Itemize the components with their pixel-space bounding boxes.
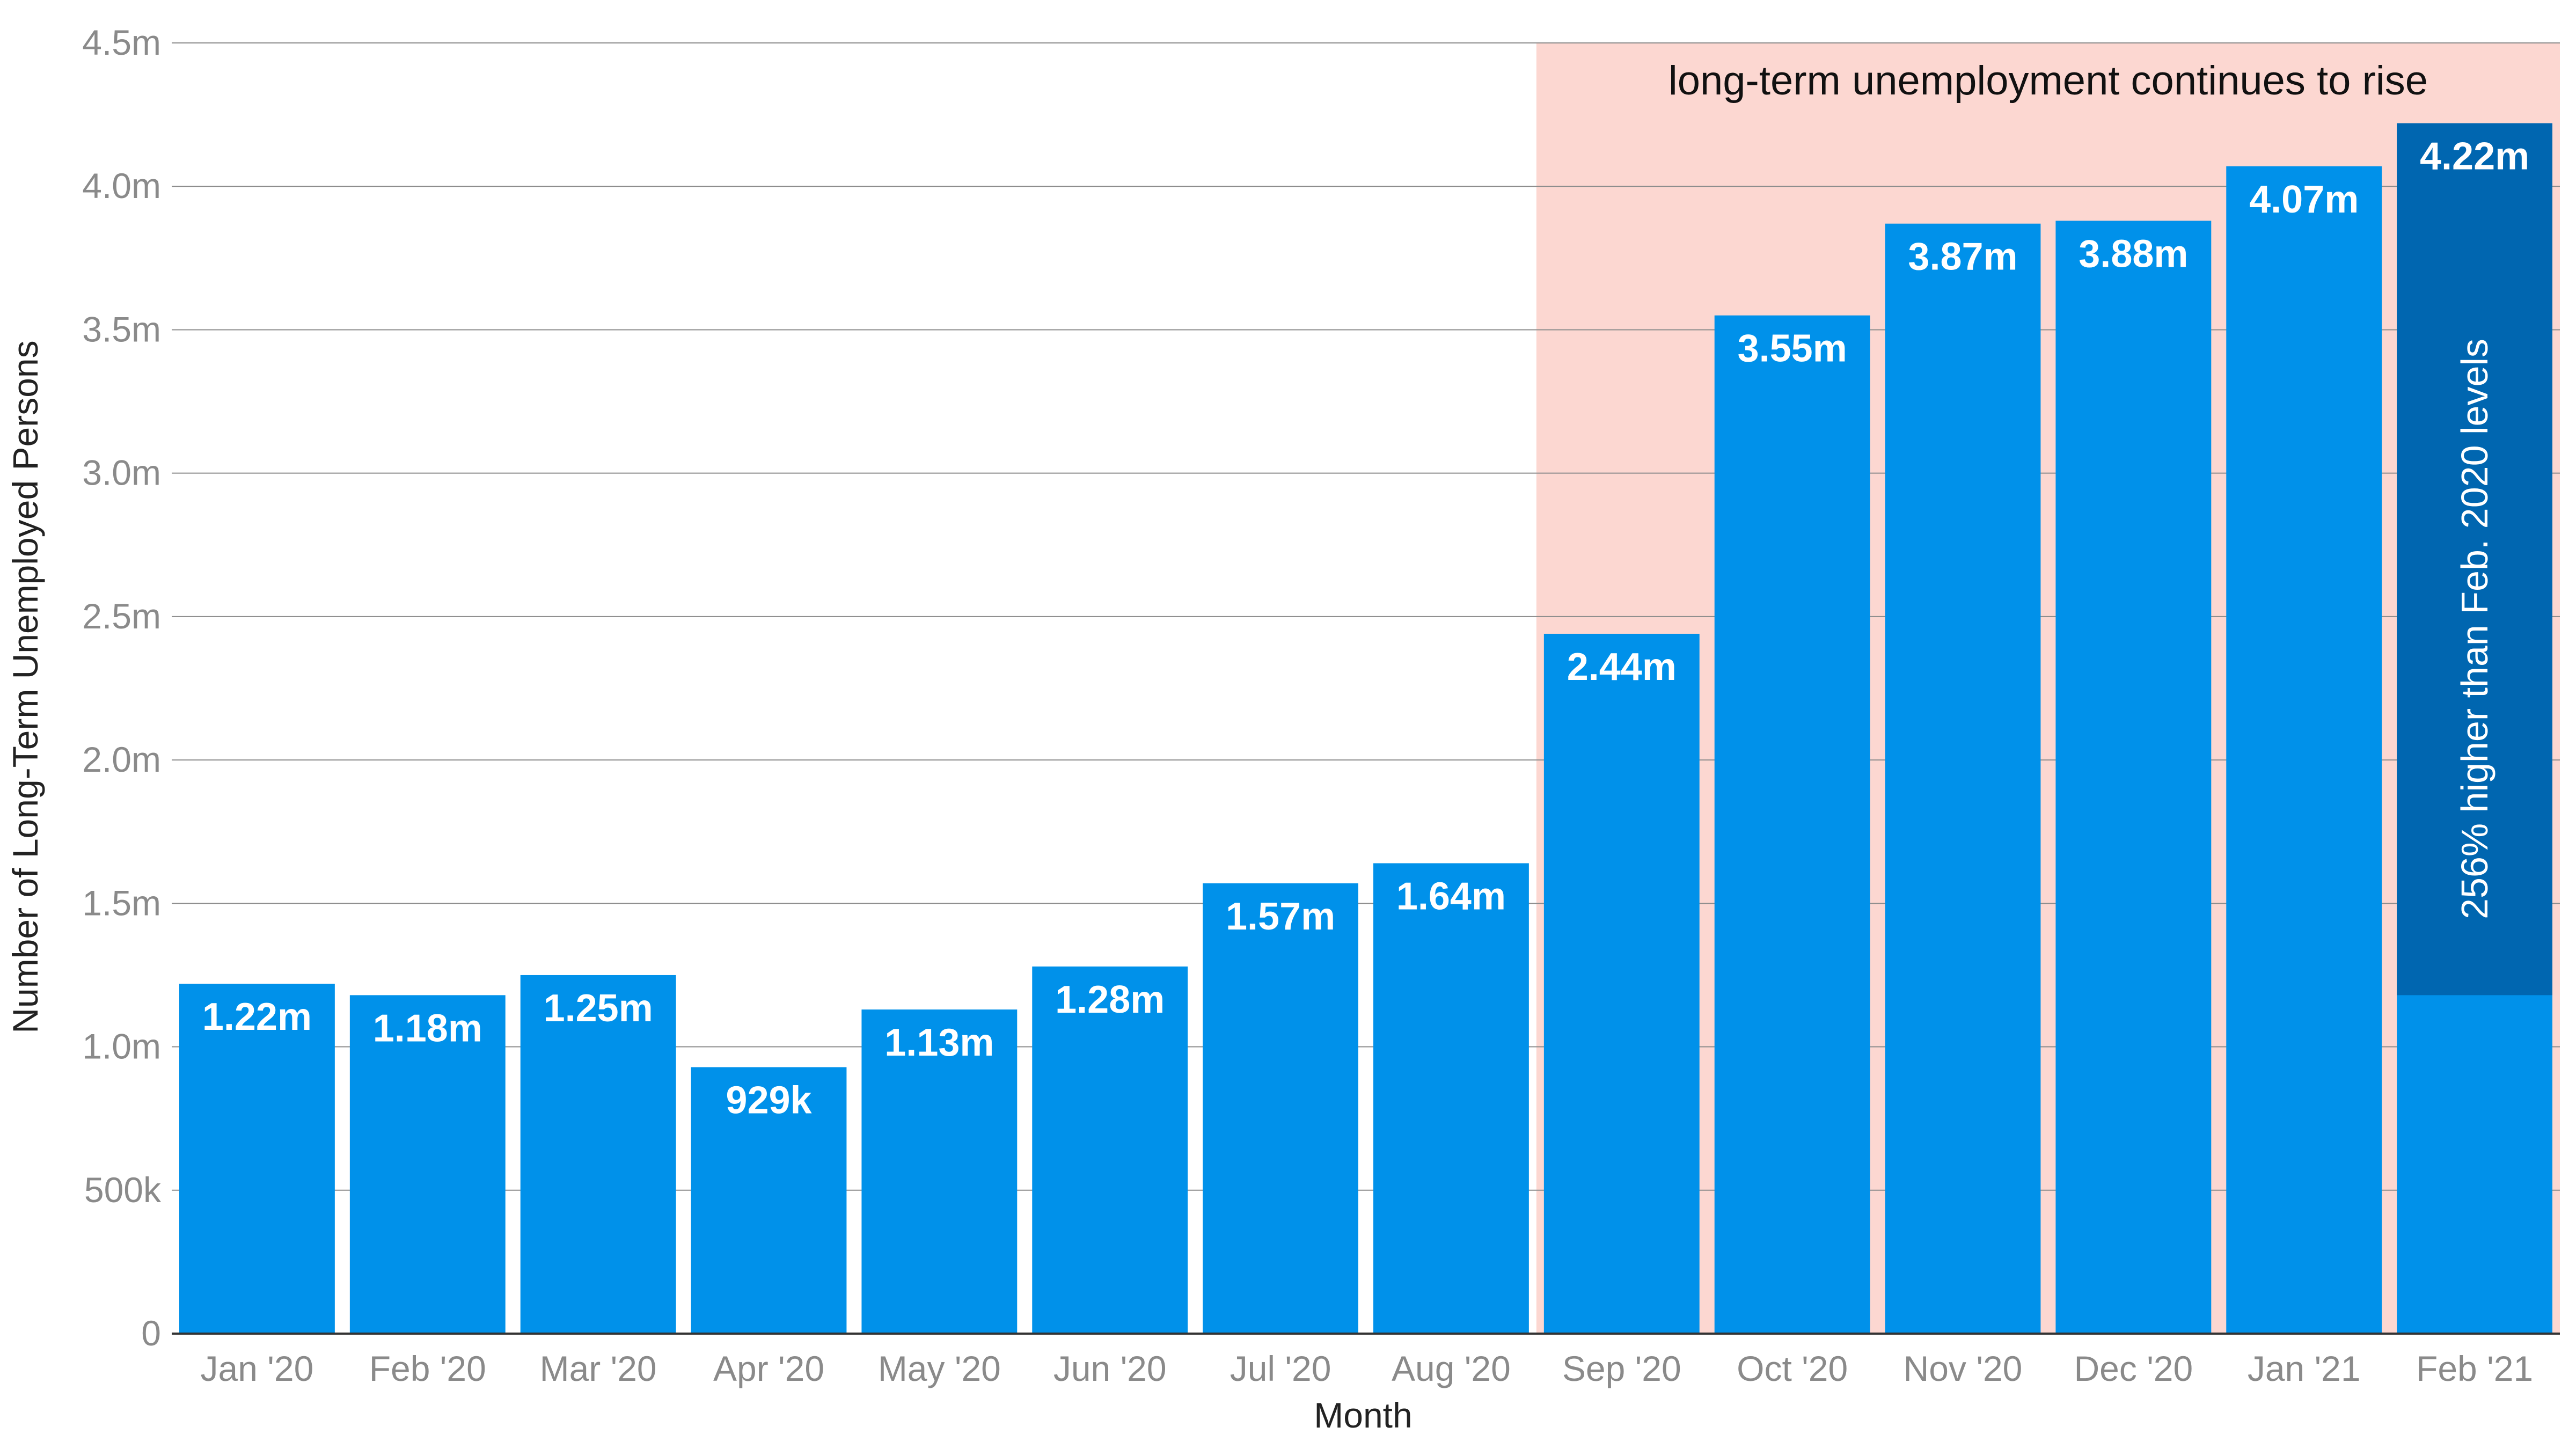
x-tick-label: Apr '20 (713, 1349, 824, 1388)
bar (861, 1009, 1018, 1334)
bar-value-label: 1.13m (884, 1021, 994, 1064)
y-tick-label: 2.0m (82, 740, 161, 779)
y-tick-label: 1.0m (82, 1027, 161, 1066)
bar (1373, 863, 1529, 1334)
bar (1203, 883, 1358, 1334)
bar-value-label: 1.57m (1226, 895, 1335, 938)
bar-value-label: 1.64m (1396, 875, 1506, 918)
x-axis-title: Month (1314, 1395, 1412, 1435)
bar (1543, 633, 1700, 1334)
bar-value-label: 1.28m (1055, 978, 1165, 1021)
y-tick-label: 3.5m (82, 309, 161, 349)
y-tick-label: 4.0m (82, 166, 161, 206)
bar (1885, 223, 2041, 1334)
y-tick-label: 0 (141, 1313, 161, 1353)
x-tick-label: Jul '20 (1230, 1349, 1331, 1388)
highlight-region-label: long-term unemployment continues to rise (1668, 58, 2428, 104)
bar-value-label: 1.22m (202, 996, 312, 1038)
x-tick-label: Oct '20 (1737, 1349, 1848, 1388)
bar (1032, 966, 1188, 1334)
x-tick-label: Aug '20 (1392, 1349, 1511, 1388)
bar-value-label: 1.18m (373, 1007, 482, 1050)
x-tick-label: Feb '21 (2416, 1349, 2533, 1388)
y-tick-label: 500k (84, 1170, 162, 1210)
x-tick-label: May '20 (878, 1349, 1001, 1388)
bar (349, 995, 506, 1334)
y-tick-label: 3.0m (82, 453, 161, 493)
bar (2226, 166, 2382, 1334)
highlight-region (1536, 43, 2560, 1334)
bar-value-label: 2.44m (1567, 646, 1677, 689)
x-tick-label: Jan '20 (201, 1349, 314, 1388)
bar (1714, 315, 1870, 1334)
bar-value-label: 3.55m (1738, 327, 1847, 370)
y-tick-label: 1.5m (82, 883, 161, 923)
bar (520, 975, 676, 1334)
bar-value-label: 1.25m (544, 987, 653, 1030)
bar-value-label: 929k (726, 1079, 812, 1122)
bar-value-label: 3.88m (2079, 232, 2188, 275)
bar (2055, 221, 2212, 1334)
y-tick-label: 4.5m (82, 23, 161, 62)
x-tick-label: Dec '20 (2074, 1349, 2193, 1388)
callout-increase-segment (2397, 123, 2552, 996)
callout-text: 256% higher than Feb. 2020 levels (2454, 339, 2496, 919)
x-tick-label: Feb '20 (369, 1349, 486, 1388)
x-tick-label: Jan '21 (2248, 1349, 2361, 1388)
bar (179, 983, 335, 1334)
bar-value-label: 4.07m (2249, 178, 2359, 221)
x-tick-label: Mar '20 (540, 1349, 657, 1388)
y-tick-label: 2.5m (82, 596, 161, 636)
bar (691, 1067, 847, 1334)
x-tick-label: Jun '20 (1053, 1349, 1167, 1388)
y-axis-title: Number of Long-Term Unemployed Persons (5, 340, 45, 1033)
x-tick-label: Sep '20 (1562, 1349, 1681, 1388)
bar-value-label: 3.87m (1908, 236, 2017, 279)
bar-value-label: 4.22m (2420, 135, 2529, 178)
x-tick-label: Nov '20 (1904, 1349, 2023, 1388)
